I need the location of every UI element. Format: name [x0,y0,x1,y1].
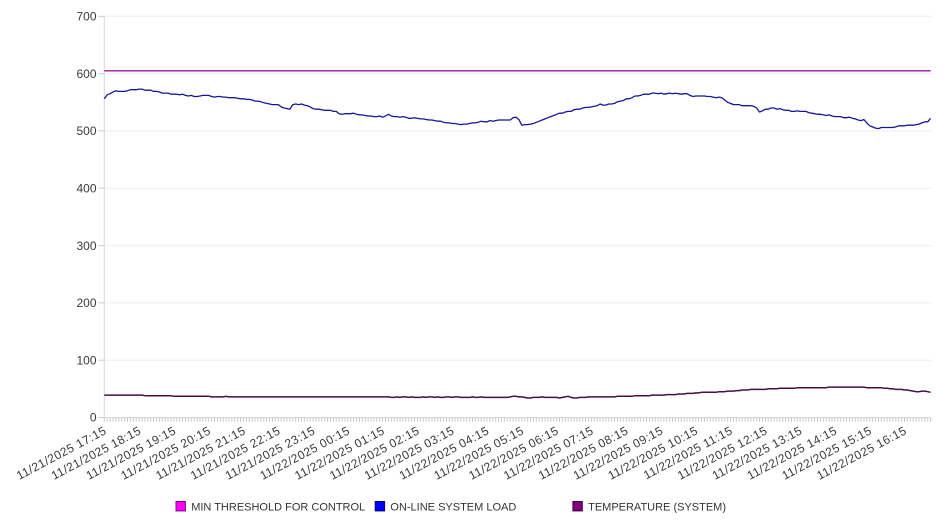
svg-text:500: 500 [76,124,96,138]
svg-text:700: 700 [76,10,96,24]
svg-text:ON-LINE SYSTEM LOAD: ON-LINE SYSTEM LOAD [390,501,516,513]
svg-text:300: 300 [76,239,96,253]
svg-text:MIN THRESHOLD FOR CONTROL: MIN THRESHOLD FOR CONTROL [191,501,365,513]
svg-text:600: 600 [76,67,96,81]
svg-text:TEMPERATURE (SYSTEM): TEMPERATURE (SYSTEM) [588,501,726,513]
svg-text:200: 200 [76,296,96,310]
svg-text:100: 100 [76,353,96,367]
svg-text:400: 400 [76,181,96,195]
svg-text:0: 0 [90,411,97,425]
